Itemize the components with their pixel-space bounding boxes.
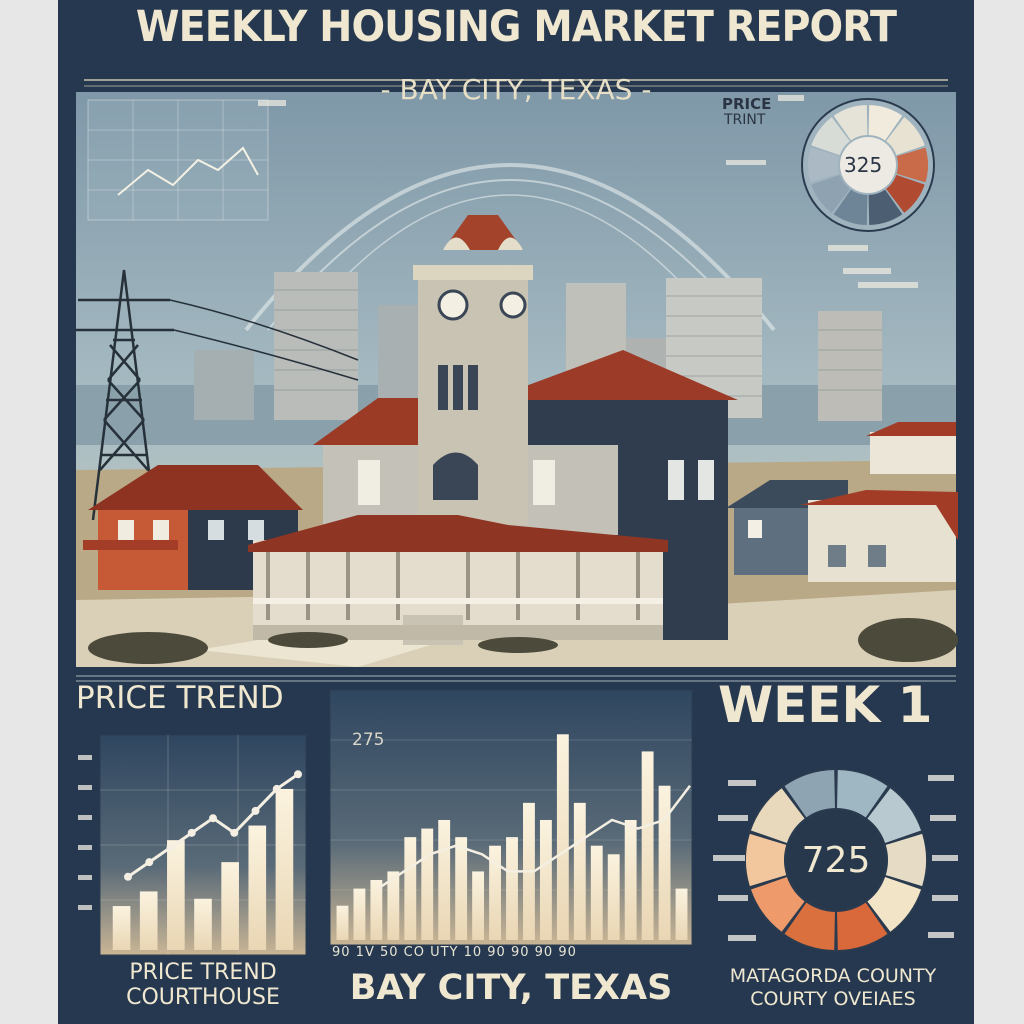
scene-gauge-segment — [833, 105, 868, 141]
scene-gauge-segment — [811, 117, 850, 156]
right-gauge-segment — [784, 902, 835, 950]
right-gauge-segment — [784, 770, 835, 818]
center-axis-text: 90 1V 50 CO UTY 10 90 90 90 90 — [332, 945, 577, 960]
left-trend-point — [251, 806, 260, 815]
center-bar — [590, 845, 603, 940]
center-bar — [641, 751, 654, 940]
left-bar — [167, 840, 185, 950]
scene-gauge-segment — [868, 105, 903, 141]
center-bar — [506, 837, 518, 940]
scene-chart-subtitle: TRINT — [724, 112, 766, 128]
scene-gauge-segment — [868, 189, 903, 225]
scene-gauge-segment — [896, 147, 929, 183]
week-panel — [713, 768, 958, 952]
scene-gauge-segment — [833, 189, 868, 225]
house-right — [726, 422, 958, 582]
courthouse — [248, 215, 738, 645]
price-trend-panel — [78, 734, 307, 956]
center-bar — [387, 871, 400, 940]
report-poster: WEEKLY HOUSING MARKET REPORT - BAY CITY,… — [58, 0, 974, 1024]
right-gauge-segment — [885, 833, 926, 887]
scene-gauge-segment — [811, 174, 850, 213]
left-bar — [194, 898, 212, 950]
right-caption-line2: COURTY OVEIAES — [750, 988, 916, 1010]
center-bar — [353, 888, 366, 940]
week-heading: WEEK 1 — [718, 676, 933, 734]
left-trend-point — [209, 814, 217, 823]
skyline — [76, 272, 956, 445]
scene-gauge-segment — [886, 117, 925, 156]
center-bar — [438, 820, 451, 940]
report-title: WEEKLY HOUSING MARKET REPORT — [135, 2, 897, 52]
scene-chart-title: PRICE — [722, 95, 772, 113]
right-gauge-segment — [837, 902, 888, 950]
center-trend-line — [377, 784, 691, 890]
right-gauge-segment — [746, 833, 787, 887]
right-caption-line1: MATAGORDA COUNTY — [729, 965, 937, 987]
left-bar — [139, 891, 158, 950]
right-gauge-segment — [750, 877, 805, 932]
scene-line-chart — [87, 99, 269, 221]
scene-gauge-segment — [886, 174, 925, 213]
center-bar — [624, 820, 637, 940]
left-trend-point — [124, 872, 132, 881]
center-value-label: 275 — [352, 730, 385, 750]
center-bar — [539, 820, 552, 940]
left-trend-point — [272, 784, 281, 793]
right-gauge-segment — [750, 788, 805, 843]
center-bar — [489, 845, 501, 940]
center-bar — [607, 854, 620, 940]
left-trend-point — [187, 828, 196, 837]
center-bar — [336, 905, 349, 940]
center-bar — [421, 828, 434, 940]
shrubs — [88, 618, 958, 664]
poster-artwork — [76, 79, 958, 956]
right-gauge-segment — [837, 770, 888, 818]
center-bar — [658, 785, 671, 940]
center-bar — [675, 888, 688, 940]
left-bar — [275, 788, 294, 950]
center-bar — [455, 837, 468, 940]
left-bar — [248, 825, 267, 950]
left-trend-point — [294, 770, 302, 779]
power-tower — [76, 269, 359, 521]
report-subtitle: - BAY CITY, TEXAS - — [380, 73, 652, 106]
scene-gauge — [801, 98, 935, 232]
left-trend-point — [230, 828, 239, 837]
scene-gauge-value: 325 — [844, 153, 883, 177]
center-bar — [404, 837, 417, 940]
halo-arcs — [244, 163, 776, 332]
week-gauge-value: 725 — [801, 840, 871, 881]
center-bar — [472, 871, 485, 940]
left-bar — [112, 906, 131, 950]
left-caption-line2: COURTHOUSE — [126, 985, 280, 1010]
house-left — [83, 465, 303, 590]
center-panel — [329, 689, 693, 946]
right-gauge-segment — [867, 788, 922, 843]
center-bar — [370, 880, 383, 940]
left-bar — [221, 862, 239, 950]
left-caption-line1: PRICE TREND — [129, 960, 277, 985]
price-trend-heading: PRICE TREND — [76, 680, 284, 716]
left-trend-point — [166, 843, 175, 852]
center-bar — [573, 802, 586, 940]
center-caption: BAY CITY, TEXAS — [349, 968, 673, 1008]
scene-gauge-segment — [808, 147, 840, 183]
center-bar — [556, 734, 569, 940]
right-gauge-segment — [867, 877, 922, 932]
left-trend-point — [145, 858, 154, 867]
tower-left — [274, 272, 358, 420]
